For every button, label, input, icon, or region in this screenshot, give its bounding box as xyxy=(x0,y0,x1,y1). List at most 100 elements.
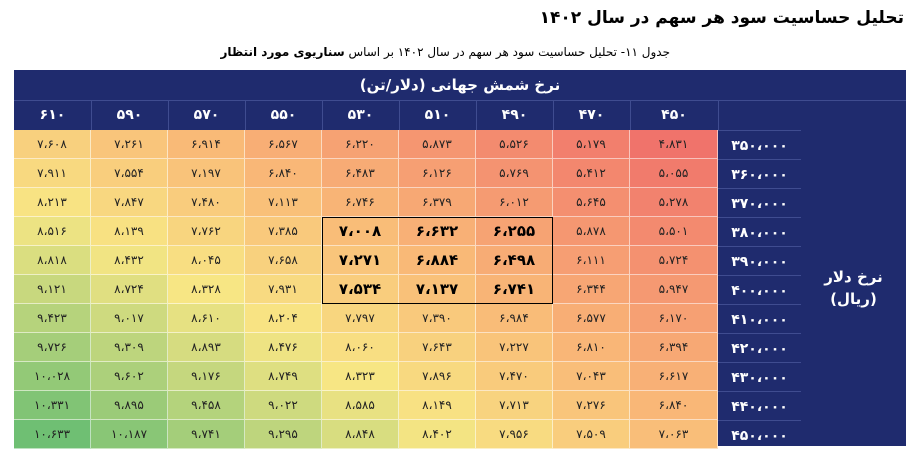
table-cell: ۸،۱۳۹ xyxy=(91,217,168,246)
table-cell: ۶،۷۴۱ xyxy=(476,275,553,304)
table-cell: ۵،۰۵۵ xyxy=(630,159,718,188)
table-cell: ۸،۰۴۵ xyxy=(168,246,245,275)
row-header: ۴۱۰،۰۰۰ xyxy=(718,304,801,334)
table-cell: ۷،۲۶۱ xyxy=(91,130,168,159)
table-cell: ۵،۷۶۹ xyxy=(476,159,553,188)
ingot-price-header: نرخ شمش جهانی (دلار/تن) xyxy=(14,70,906,101)
dollar-rate-label: نرخ دلار (ریال) xyxy=(801,130,906,446)
column-header: ۴۷۰ xyxy=(553,100,631,130)
column-header: ۵۹۰ xyxy=(91,100,169,130)
table-cell: ۷،۵۰۹ xyxy=(553,420,630,449)
row-header: ۳۸۰،۰۰۰ xyxy=(718,217,801,247)
table-cell: ۷،۱۱۳ xyxy=(245,188,322,217)
table-cell: ۷،۱۹۷ xyxy=(168,159,245,188)
table-cell: ۶،۱۲۶ xyxy=(399,159,476,188)
table-cell: ۷،۰۰۸ xyxy=(322,217,399,246)
table-cell: ۷،۸۴۷ xyxy=(91,188,168,217)
table-cell: ۹،۳۰۹ xyxy=(91,333,168,362)
table-cell: ۵،۹۴۷ xyxy=(630,275,718,304)
table-cell: ۹،۰۱۷ xyxy=(91,304,168,333)
table-cell: ۷،۲۲۷ xyxy=(476,333,553,362)
table-cell: ۶،۲۵۵ xyxy=(476,217,553,246)
table-cell: ۹،۶۰۲ xyxy=(91,362,168,391)
table-cell: ۷،۲۷۱ xyxy=(322,246,399,275)
table-cell: ۷،۰۶۳ xyxy=(630,420,718,449)
table-cell: ۱۰،۶۳۳ xyxy=(14,420,91,449)
column-header: ۵۵۰ xyxy=(245,100,323,130)
table-cell: ۶،۴۸۳ xyxy=(322,159,399,188)
table-cell: ۸،۴۷۶ xyxy=(245,333,322,362)
table-cell: ۸،۸۱۸ xyxy=(14,246,91,275)
row-header: ۳۶۰،۰۰۰ xyxy=(718,159,801,189)
table-cell: ۶،۶۳۲ xyxy=(399,217,476,246)
table-cell: ۵،۸۷۸ xyxy=(553,217,630,246)
table-cell: ۴،۸۳۱ xyxy=(630,130,718,159)
column-header: ۵۳۰ xyxy=(322,100,400,130)
table-cell: ۹،۷۲۶ xyxy=(14,333,91,362)
table-cell: ۹،۷۴۱ xyxy=(168,420,245,449)
table-cell: ۷،۱۳۷ xyxy=(399,275,476,304)
table-cell: ۶،۵۶۷ xyxy=(245,130,322,159)
table-cell: ۸،۲۰۴ xyxy=(245,304,322,333)
table-cell: ۶،۳۷۹ xyxy=(399,188,476,217)
table-cell: ۶،۰۱۲ xyxy=(476,188,553,217)
table-cell: ۶،۱۱۱ xyxy=(553,246,630,275)
table-cell: ۹،۱۲۱ xyxy=(14,275,91,304)
row-header: ۴۳۰،۰۰۰ xyxy=(718,362,801,392)
table-cell: ۸،۳۲۸ xyxy=(168,275,245,304)
dollar-rate-label-line1: نرخ دلار xyxy=(824,268,883,286)
table-cell: ۷،۳۹۰ xyxy=(399,304,476,333)
table-cell: ۶،۳۹۴ xyxy=(630,333,718,362)
table-cell: ۹،۴۵۸ xyxy=(168,391,245,420)
table-cell: ۷،۶۰۸ xyxy=(14,130,91,159)
table-cell: ۵،۷۲۴ xyxy=(630,246,718,275)
table-cell: ۶،۸۸۴ xyxy=(399,246,476,275)
table-cell: ۵،۶۴۵ xyxy=(553,188,630,217)
table-cell: ۵،۴۱۲ xyxy=(553,159,630,188)
table-cell: ۸،۴۰۲ xyxy=(399,420,476,449)
table-cell: ۶،۴۹۸ xyxy=(476,246,553,275)
table-cell: ۹،۸۹۵ xyxy=(91,391,168,420)
table-cell: ۵،۵۲۶ xyxy=(476,130,553,159)
table-cell: ۶،۵۷۷ xyxy=(553,304,630,333)
table-cell: ۱۰،۱۸۷ xyxy=(91,420,168,449)
table-cell: ۶،۹۱۴ xyxy=(168,130,245,159)
table-cell: ۱۰،۰۲۸ xyxy=(14,362,91,391)
table-cell: ۹،۰۲۲ xyxy=(245,391,322,420)
table-cell: ۷،۹۱۱ xyxy=(14,159,91,188)
table-cell: ۱۰،۳۳۱ xyxy=(14,391,91,420)
table-cell: ۶،۷۴۶ xyxy=(322,188,399,217)
row-header: ۴۲۰،۰۰۰ xyxy=(718,333,801,363)
table-cell: ۷،۸۹۶ xyxy=(399,362,476,391)
table-cell: ۶،۸۴۰ xyxy=(630,391,718,420)
row-header: ۴۴۰،۰۰۰ xyxy=(718,391,801,421)
dollar-rate-label-line2: (ریال) xyxy=(830,290,877,308)
table-cell: ۷،۴۸۰ xyxy=(168,188,245,217)
table-cell: ۸،۷۲۴ xyxy=(91,275,168,304)
column-header: ۴۵۰ xyxy=(630,100,719,130)
row-header: ۳۹۰،۰۰۰ xyxy=(718,246,801,276)
table-cell: ۹،۴۲۳ xyxy=(14,304,91,333)
row-header: ۴۵۰،۰۰۰ xyxy=(718,420,801,450)
table-cell: ۹،۲۹۵ xyxy=(245,420,322,449)
table-cell: ۶،۹۸۴ xyxy=(476,304,553,333)
table-cell: ۸،۰۶۰ xyxy=(322,333,399,362)
table-cell: ۷،۷۶۲ xyxy=(168,217,245,246)
table-cell: ۷،۹۳۱ xyxy=(245,275,322,304)
table-cell: ۶،۱۷۰ xyxy=(630,304,718,333)
sensitivity-table: نرخ شمش جهانی (دلار/تن) نرخ دلار (ریال) … xyxy=(14,70,906,449)
row-header: ۳۷۰،۰۰۰ xyxy=(718,188,801,218)
table-cell: ۶،۸۱۰ xyxy=(553,333,630,362)
table-cell: ۸،۴۳۲ xyxy=(91,246,168,275)
table-cell: ۸،۸۹۳ xyxy=(168,333,245,362)
row-header: ۳۵۰،۰۰۰ xyxy=(718,130,801,160)
caption-text: جدول ۱۱- تحلیل حساسیت سود هر سهم در سال … xyxy=(344,45,670,59)
caption-bold: سناریوی مورد انتظار xyxy=(220,45,345,59)
table-cell: ۷،۶۴۳ xyxy=(399,333,476,362)
table-cell: ۶،۸۴۰ xyxy=(245,159,322,188)
row-header: ۴۰۰،۰۰۰ xyxy=(718,275,801,305)
table-cell: ۷،۷۱۳ xyxy=(476,391,553,420)
table-cell: ۵،۸۷۳ xyxy=(399,130,476,159)
table-cell: ۷،۶۵۸ xyxy=(245,246,322,275)
table-cell: ۷،۹۵۶ xyxy=(476,420,553,449)
